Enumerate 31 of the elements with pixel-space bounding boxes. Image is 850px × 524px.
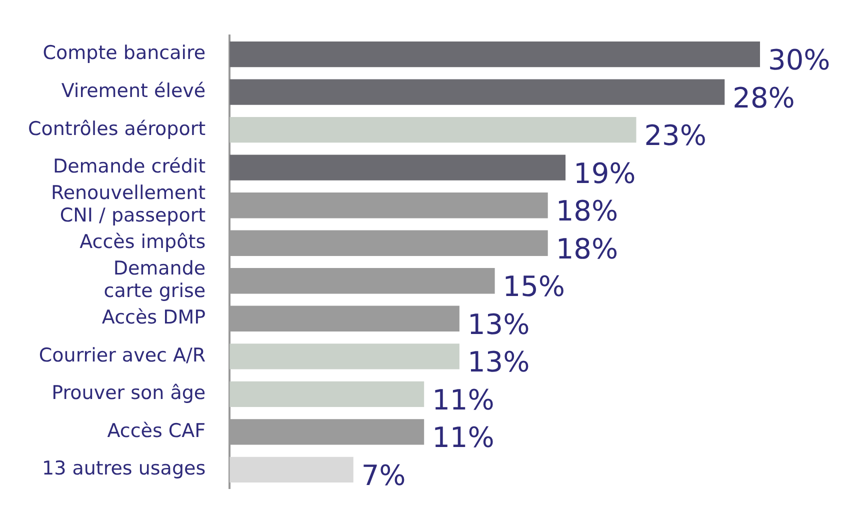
data-label: 11% xyxy=(432,421,494,454)
bar xyxy=(230,154,566,180)
data-label: 18% xyxy=(556,194,618,228)
y-tick-label: Demande carte grise xyxy=(104,257,206,302)
bar xyxy=(230,116,636,143)
y-tick-label: Prouver son âge xyxy=(52,382,206,404)
data-label: 19% xyxy=(574,156,636,190)
y-tick-label: Accès CAF xyxy=(107,420,206,442)
y-tick-label: Virement élevé xyxy=(61,80,206,102)
y-tick-label: Contrôles aéroport xyxy=(28,118,206,140)
data-label: 13% xyxy=(467,346,530,379)
data-label: 7% xyxy=(361,459,406,492)
data-label: 28% xyxy=(732,81,795,114)
y-tick-label: 13 autres usages xyxy=(42,458,206,480)
y-tick-label: Accès impôts xyxy=(80,231,206,254)
data-label: 30% xyxy=(768,44,830,77)
bar xyxy=(230,456,354,483)
bar xyxy=(230,344,460,370)
y-tick-label: Renouvellement CNI / passeport xyxy=(50,182,206,227)
bar xyxy=(230,381,424,408)
y-tick-label: Compte bancaire xyxy=(42,42,206,64)
y-tick-label: Courrier avec A/R xyxy=(38,344,206,366)
y-tick-label: Accès DMP xyxy=(102,306,206,329)
data-label: 18% xyxy=(556,232,618,266)
y-tick-label: Demande crédit xyxy=(52,156,206,178)
bar xyxy=(230,79,725,105)
data-label: 15% xyxy=(502,270,566,304)
bar xyxy=(230,41,760,68)
data-label: 13% xyxy=(467,308,530,341)
data-label: 23% xyxy=(644,119,706,152)
data-label: 11% xyxy=(432,383,494,416)
